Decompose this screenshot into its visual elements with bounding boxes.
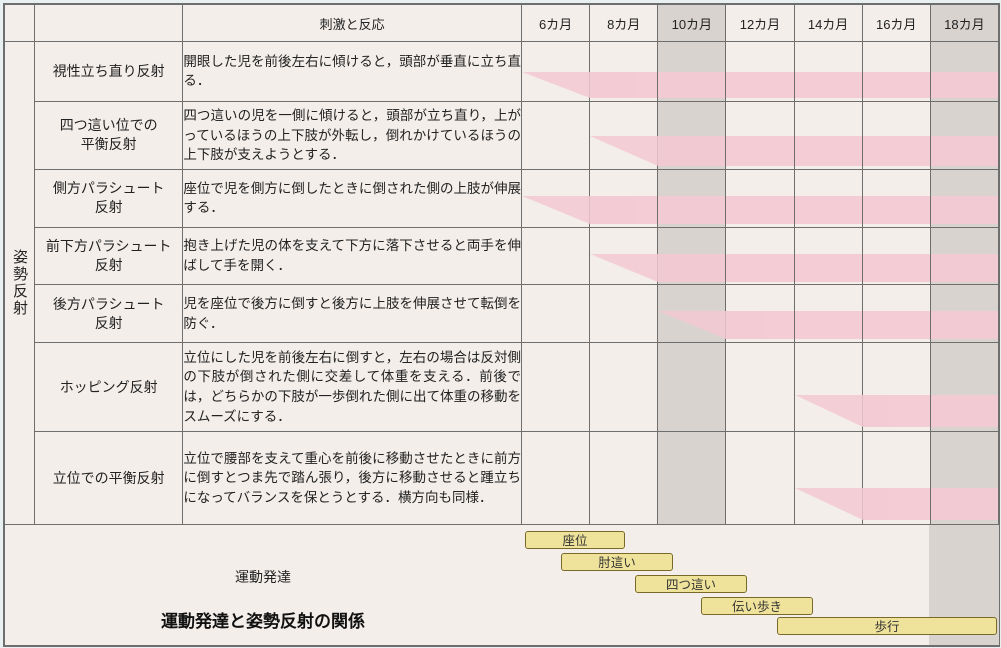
table-row: 前下方パラシュート反射抱き上げた児の体を支えて下方に落下させると両手を伸ばして手… <box>5 227 999 285</box>
hdr-month-3: 12カ月 <box>726 5 794 42</box>
reflex-desc: 開眼した児を前後左右に傾けると，頭部が垂直に立ち直る． <box>183 42 522 102</box>
timeline-cell <box>930 169 998 227</box>
timeline-cell <box>658 42 726 102</box>
timeline-cell <box>930 227 998 285</box>
reflex-name: 前下方パラシュート反射 <box>35 227 183 285</box>
hdr-month-2: 10カ月 <box>658 5 726 42</box>
timeline-cell <box>658 432 726 525</box>
reflex-desc: 立位にした児を前後左右に倒すと，左右の場合は反対側の下肢が倒された側に交差して体… <box>183 342 522 431</box>
timeline-cell <box>930 432 998 525</box>
header-row: 刺激と反応 6カ月 8カ月 10カ月 12カ月 14カ月 16カ月 18カ月 <box>5 5 999 42</box>
motor-row: 運動発達運動発達と姿勢反射の関係 座位肘這い四つ這い伝い歩き歩行 <box>5 525 999 646</box>
timeline-cell <box>794 285 862 343</box>
timeline-cell <box>930 285 998 343</box>
timeline-cell <box>522 432 590 525</box>
timeline-cell <box>726 227 794 285</box>
timeline-cell <box>794 42 862 102</box>
timeline-cell <box>522 285 590 343</box>
table-row: 立位での平衡反射立位で腰部を支えて重心を前後に移動させたときに前方に倒すとつま先… <box>5 432 999 525</box>
timeline-cell <box>862 42 930 102</box>
hdr-month-6: 18カ月 <box>930 5 998 42</box>
hdr-month-5: 16カ月 <box>862 5 930 42</box>
hdr-blank-1 <box>5 5 35 42</box>
reflex-table: 刺激と反応 6カ月 8カ月 10カ月 12カ月 14カ月 16カ月 18カ月 姿… <box>4 4 999 646</box>
timeline-cell <box>794 169 862 227</box>
table-row: ホッピング反射立位にした児を前後左右に倒すと，左右の場合は反対側の下肢が倒された… <box>5 342 999 431</box>
hdr-month-1: 8カ月 <box>590 5 658 42</box>
reflex-desc: 立位で腰部を支えて重心を前後に移動させたときに前方に倒すとつま先で踏ん張り，後方… <box>183 432 522 525</box>
motor-pill: 四つ這い <box>635 575 747 593</box>
category-label: 姿勢反射 <box>5 42 35 525</box>
reflex-desc: 座位で児を側方に倒したときに倒された側の上肢が伸展する． <box>183 169 522 227</box>
motor-pill: 座位 <box>525 531 625 549</box>
timeline-cell <box>590 432 658 525</box>
timeline-cell <box>862 285 930 343</box>
timeline-cell <box>658 101 726 169</box>
hdr-blank-2 <box>35 5 183 42</box>
motor-label: 運動発達 <box>5 567 521 587</box>
hdr-stimulus: 刺激と反応 <box>183 5 522 42</box>
table-row: 姿勢反射視性立ち直り反射開眼した児を前後左右に傾けると，頭部が垂直に立ち直る． <box>5 42 999 102</box>
motor-pill: 歩行 <box>777 617 997 635</box>
reflex-name: 側方パラシュート反射 <box>35 169 183 227</box>
timeline-cell <box>930 101 998 169</box>
timeline-cell <box>726 285 794 343</box>
motor-area: 運動発達運動発達と姿勢反射の関係 座位肘這い四つ這い伝い歩き歩行 <box>5 525 999 646</box>
timeline-cell <box>590 285 658 343</box>
timeline-cell <box>794 227 862 285</box>
motor-pill: 肘這い <box>561 553 673 571</box>
table-row: 四つ這い位での平衡反射四つ這いの児を一側に傾けると，頭部が立ち直り，上がっている… <box>5 101 999 169</box>
reflex-name: 視性立ち直り反射 <box>35 42 183 102</box>
timeline-cell <box>862 101 930 169</box>
timeline-cell <box>590 169 658 227</box>
reflex-desc: 児を座位で後方に倒すと後方に上肢を伸展させて転倒を防ぐ． <box>183 285 522 343</box>
timeline-cell <box>590 42 658 102</box>
timeline-cell <box>930 42 998 102</box>
table-row: 後方パラシュート反射児を座位で後方に倒すと後方に上肢を伸展させて転倒を防ぐ． <box>5 285 999 343</box>
reflex-name: ホッピング反射 <box>35 342 183 431</box>
hdr-month-4: 14カ月 <box>794 5 862 42</box>
reflex-name: 四つ這い位での平衡反射 <box>35 101 183 169</box>
reflex-desc: 抱き上げた児の体を支えて下方に落下させると両手を伸ばして手を開く． <box>183 227 522 285</box>
timeline-cell <box>726 42 794 102</box>
timeline-cell <box>794 101 862 169</box>
timeline-cell <box>658 342 726 431</box>
timeline-cell <box>726 342 794 431</box>
timeline-cell <box>522 342 590 431</box>
reflex-name: 立位での平衡反射 <box>35 432 183 525</box>
timeline-cell <box>726 101 794 169</box>
timeline-cell <box>930 342 998 431</box>
timeline-cell <box>522 227 590 285</box>
timeline-cell <box>590 342 658 431</box>
timeline-cell <box>726 432 794 525</box>
motor-title: 運動発達と姿勢反射の関係 <box>5 607 521 632</box>
timeline-cell <box>862 342 930 431</box>
timeline-cell <box>862 227 930 285</box>
timeline-cell <box>862 432 930 525</box>
reflex-desc: 四つ這いの児を一側に傾けると，頭部が立ち直り，上がっているほうの上下肢が外転し，… <box>183 101 522 169</box>
timeline-cell <box>522 101 590 169</box>
table-row: 側方パラシュート反射座位で児を側方に倒したときに倒された側の上肢が伸展する． <box>5 169 999 227</box>
timeline-cell <box>726 169 794 227</box>
timeline-cell <box>658 169 726 227</box>
reflex-name: 後方パラシュート反射 <box>35 285 183 343</box>
timeline-cell <box>658 227 726 285</box>
timeline-cell <box>862 169 930 227</box>
hdr-month-0: 6カ月 <box>522 5 590 42</box>
motor-pill: 伝い歩き <box>701 597 813 615</box>
